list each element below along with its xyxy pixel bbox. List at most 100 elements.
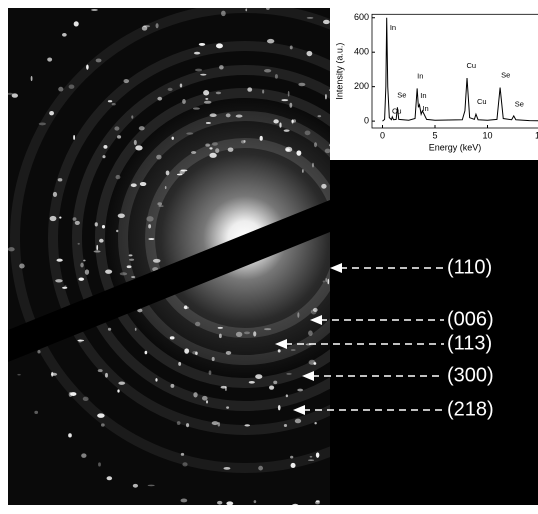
diffraction-spot	[148, 485, 155, 487]
diffraction-spot	[178, 362, 181, 366]
diffraction-spot	[195, 69, 202, 72]
diffraction-spot	[205, 98, 208, 100]
diffraction-spot	[50, 216, 57, 221]
diffraction-spot	[221, 386, 227, 389]
diffraction-spot	[68, 433, 72, 437]
diffraction-spot	[216, 43, 223, 48]
diffraction-spot	[78, 243, 80, 245]
diffraction-spot	[124, 79, 130, 83]
diffraction-spot	[218, 327, 223, 329]
diffraction-spot	[273, 119, 278, 123]
diffraction-spot	[101, 423, 105, 426]
diffraction-spot	[181, 453, 184, 456]
diffraction-spot	[172, 137, 174, 140]
diffraction-spot	[99, 239, 104, 243]
diffraction-spot	[264, 328, 271, 330]
diffraction-spot	[313, 308, 318, 312]
diffraction-spot	[216, 92, 221, 95]
diffraction-spot	[85, 269, 89, 274]
diffraction-spot	[325, 94, 327, 99]
diffraction-spot	[49, 111, 54, 115]
diffraction-spot	[194, 52, 200, 55]
diffraction-spot	[267, 39, 274, 43]
diffraction-spot	[157, 97, 162, 101]
diffraction-spot	[245, 9, 247, 12]
diffraction-spot	[58, 87, 63, 92]
diffraction-spot	[206, 400, 208, 403]
diffraction-spot	[296, 150, 301, 155]
diffraction-spot	[210, 113, 217, 117]
diffraction-spot	[286, 148, 290, 151]
diffraction-spot	[148, 224, 151, 228]
diffraction-spot	[215, 148, 219, 153]
diffraction-spot	[129, 254, 133, 256]
diffraction-spot	[226, 351, 231, 355]
peak-label: Se	[515, 100, 524, 109]
diffraction-spot	[155, 378, 157, 382]
diffraction-spot	[148, 238, 154, 240]
diffraction-spot	[55, 279, 63, 282]
diffraction-spot	[62, 287, 67, 289]
diffraction-spot	[103, 145, 107, 149]
diffraction-spot	[158, 205, 163, 207]
diffraction-spot	[193, 107, 200, 109]
diffraction-spot	[97, 413, 104, 418]
diffraction-spot	[307, 51, 313, 56]
diffraction-spot	[318, 115, 322, 117]
diffraction-spot	[323, 280, 325, 282]
diffraction-spot	[302, 169, 304, 173]
diffraction-spot	[96, 245, 98, 250]
diffraction-spot	[186, 423, 189, 427]
diffraction-spot	[142, 26, 147, 31]
diffraction-spot	[199, 43, 205, 46]
diffraction-spot	[236, 115, 243, 118]
diffraction-spot	[193, 392, 197, 397]
diffraction-spot	[327, 279, 329, 285]
diffraction-spot	[57, 259, 63, 262]
diffraction-spot	[69, 85, 75, 89]
diffraction-spot	[253, 331, 256, 336]
diffraction-spot	[105, 270, 112, 274]
diffraction-spot	[203, 5, 205, 7]
diffraction-spot	[39, 123, 46, 126]
diffraction-spot	[80, 263, 83, 268]
diffraction-spot	[73, 135, 75, 140]
diffraction-spot	[226, 113, 231, 117]
diffraction-spot	[131, 183, 137, 187]
diffraction-spot	[297, 389, 303, 392]
diffraction-spot	[309, 360, 316, 365]
diffraction-spot	[195, 351, 198, 355]
diffraction-spot	[184, 305, 187, 309]
diffraction-spot	[131, 115, 133, 118]
diffraction-spot	[325, 278, 327, 282]
diffraction-spot	[212, 421, 219, 425]
diffraction-spot	[102, 225, 105, 228]
diffraction-spot	[156, 23, 159, 28]
diffraction-spot	[314, 422, 316, 424]
diffraction-spot	[69, 392, 73, 397]
diffraction-spot	[284, 424, 287, 427]
diffraction-spot	[98, 369, 103, 372]
diffraction-spot	[53, 192, 57, 197]
diffraction-spot	[312, 163, 314, 168]
diffraction-spot	[129, 259, 134, 261]
diffraction-spot	[19, 263, 25, 268]
diffraction-spot	[108, 100, 112, 102]
diffraction-spot	[135, 145, 142, 150]
diffraction-spot	[153, 259, 161, 263]
diffraction-spot	[31, 76, 33, 81]
diffraction-spot	[288, 91, 290, 97]
diffraction-spot	[116, 230, 118, 232]
diffraction-spot	[308, 330, 313, 335]
diffraction-spot	[273, 381, 277, 385]
diffraction-spot	[204, 101, 211, 104]
diffraction-spot	[260, 136, 263, 141]
diffraction-spot	[8, 247, 15, 251]
x-tick-label: 10	[482, 130, 492, 140]
diffraction-spot	[83, 397, 89, 401]
diffraction-spot	[184, 348, 189, 353]
diffraction-spot	[117, 389, 119, 392]
diffraction-spot	[180, 170, 185, 175]
diffraction-spot	[316, 452, 319, 458]
diffraction-spot	[171, 384, 175, 388]
